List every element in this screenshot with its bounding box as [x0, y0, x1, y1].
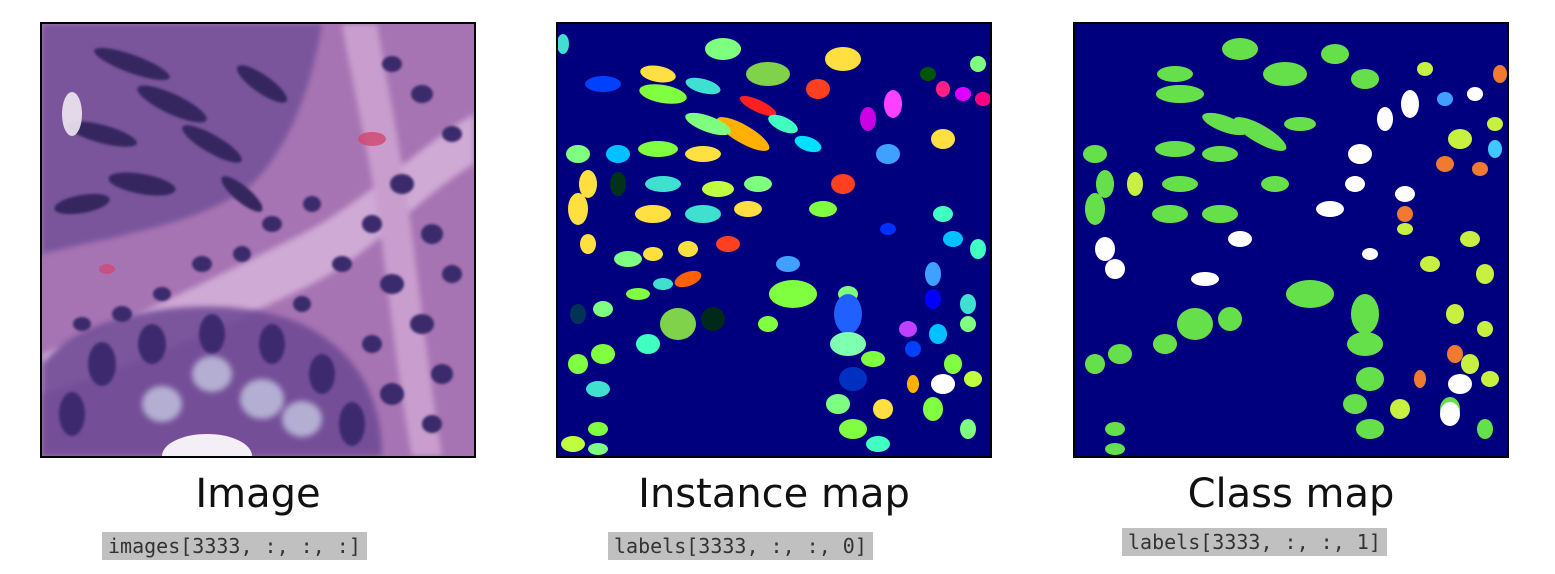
code-label-image: images[3333, :, :, :] — [102, 532, 367, 560]
histology-image-frame — [40, 22, 476, 458]
panel-title-instance-map: Instance map — [638, 471, 910, 517]
panel-image: Image images[3333, :, :, :] — [40, 0, 476, 574]
code-label-instance-map: labels[3333, :, :, 0] — [608, 532, 873, 560]
histology-image — [42, 24, 474, 456]
panel-title-class-map: Class map — [1187, 471, 1395, 517]
code-label-class-map: labels[3333, :, :, 1] — [1122, 528, 1387, 556]
instance-map — [558, 24, 990, 456]
instance-map-frame — [556, 22, 992, 458]
panel-title-image: Image — [195, 471, 321, 517]
class-map — [1075, 24, 1507, 456]
panel-class-map: Class map labels[3333, :, :, 1] — [1073, 0, 1509, 574]
panel-instance-map: Instance map labels[3333, :, :, 0] — [556, 0, 992, 574]
class-map-frame — [1073, 22, 1509, 458]
